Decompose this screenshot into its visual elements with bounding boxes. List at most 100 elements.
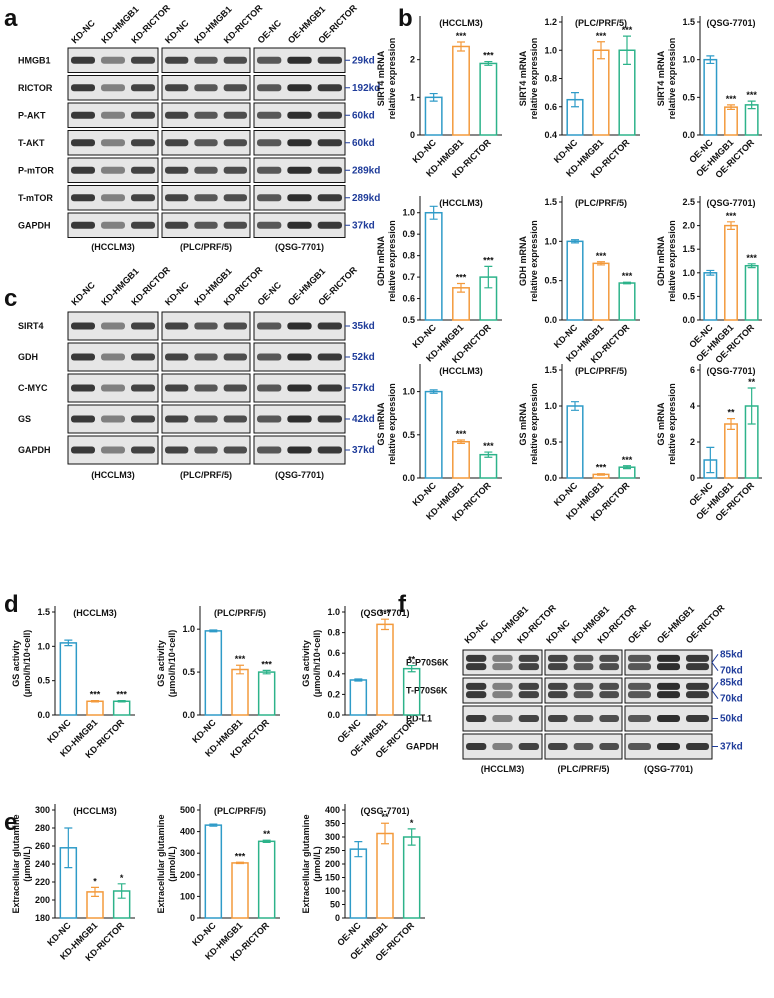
band <box>223 446 247 454</box>
band <box>223 111 247 119</box>
band <box>628 654 651 662</box>
band <box>686 691 709 699</box>
error-bar <box>64 827 73 869</box>
significance: *** <box>235 851 246 861</box>
band <box>518 682 539 690</box>
kd-label: 60kd <box>352 138 375 149</box>
y-tick-label: 0 <box>690 473 695 483</box>
y-tick-label: 6 <box>690 365 695 375</box>
band <box>71 111 95 119</box>
band <box>101 139 125 147</box>
panel-label: c <box>4 285 17 312</box>
kd-label: 35kd <box>352 321 375 332</box>
band <box>101 221 125 229</box>
y-axis-label: relative expression <box>529 383 539 465</box>
band <box>599 654 619 662</box>
kd-label: 289kd <box>352 165 380 176</box>
significance: *** <box>483 51 494 61</box>
y-tick-label: 1.0 <box>182 624 195 634</box>
y-tick-label: 0.8 <box>544 74 557 84</box>
band <box>194 139 218 147</box>
significance: *** <box>456 31 467 41</box>
y-axis-label: relative expression <box>387 38 397 120</box>
band <box>131 166 155 174</box>
y-tick-label: 0.5 <box>544 437 557 447</box>
y-tick-label: 1.5 <box>682 244 695 254</box>
y-axis-label: relative expression <box>529 220 539 302</box>
significance: ** <box>263 829 271 839</box>
significance: *** <box>235 654 246 664</box>
y-tick-label: 1.0 <box>37 641 50 651</box>
band <box>71 194 95 202</box>
panel-label: d <box>4 591 19 618</box>
band <box>287 56 312 64</box>
blot-box <box>544 677 623 704</box>
y-tick-label: 50 <box>330 900 340 910</box>
y-tick-label: 0.6 <box>402 294 415 304</box>
protein-label: GAPDH <box>18 220 51 230</box>
band <box>257 111 282 119</box>
band <box>257 353 282 361</box>
band <box>101 194 125 202</box>
band <box>686 682 709 690</box>
kd-label: 37kd <box>352 445 375 456</box>
band <box>573 715 594 722</box>
significance: * <box>410 818 414 828</box>
error-bar <box>747 263 756 269</box>
band <box>71 166 95 174</box>
band <box>686 663 709 671</box>
y-tick-label: 0.5 <box>682 291 695 301</box>
band <box>131 384 155 392</box>
band <box>165 446 189 454</box>
significance: ** <box>381 812 389 822</box>
bar <box>86 700 104 716</box>
band <box>492 715 513 722</box>
y-axis-label: GS mRNA <box>376 402 386 446</box>
y-tick-label: 0.0 <box>37 710 50 720</box>
bar <box>424 96 443 136</box>
kd-label: 85kd <box>720 677 743 688</box>
band <box>165 84 189 92</box>
chart-title: (PLC/PRF/5) <box>575 18 627 28</box>
band <box>101 111 125 119</box>
y-tick-label: 1.0 <box>544 401 557 411</box>
error-bar <box>623 35 631 65</box>
band <box>165 384 189 392</box>
bar <box>452 440 470 479</box>
band <box>317 139 342 147</box>
y-tick-label: 1.0 <box>682 268 695 278</box>
band <box>131 446 155 454</box>
chart-title: (HCCLM3) <box>73 608 117 618</box>
y-tick-label: 0.5 <box>544 276 557 286</box>
band <box>287 166 312 174</box>
y-tick-label: 300 <box>180 848 195 858</box>
band <box>71 221 95 229</box>
y-tick-label: 100 <box>325 886 340 896</box>
significance: *** <box>622 25 633 35</box>
band <box>101 353 125 361</box>
error-bar <box>209 629 218 633</box>
error-bar <box>727 104 735 110</box>
error-bar <box>623 281 631 285</box>
band <box>628 691 651 699</box>
band <box>317 56 342 64</box>
chart-title: (PLC/PRF/5) <box>214 608 266 618</box>
error-bar <box>484 265 493 289</box>
band <box>71 384 95 392</box>
y-tick-label: 280 <box>35 823 50 833</box>
band <box>194 166 218 174</box>
band <box>223 415 247 423</box>
band <box>194 384 218 392</box>
y-tick-label: 0 <box>410 130 415 140</box>
y-axis-label: SIRT4 mRNA <box>518 50 528 106</box>
bar <box>349 679 368 716</box>
y-tick-label: 180 <box>35 913 50 923</box>
significance: *** <box>456 273 467 283</box>
kd-label: 52kd <box>352 352 375 363</box>
bar <box>744 104 759 136</box>
chart-title: (HCCLM3) <box>439 198 483 208</box>
band <box>287 111 312 119</box>
band <box>223 384 247 392</box>
error-bar <box>747 387 756 425</box>
protein-label: T-AKT <box>18 138 45 148</box>
